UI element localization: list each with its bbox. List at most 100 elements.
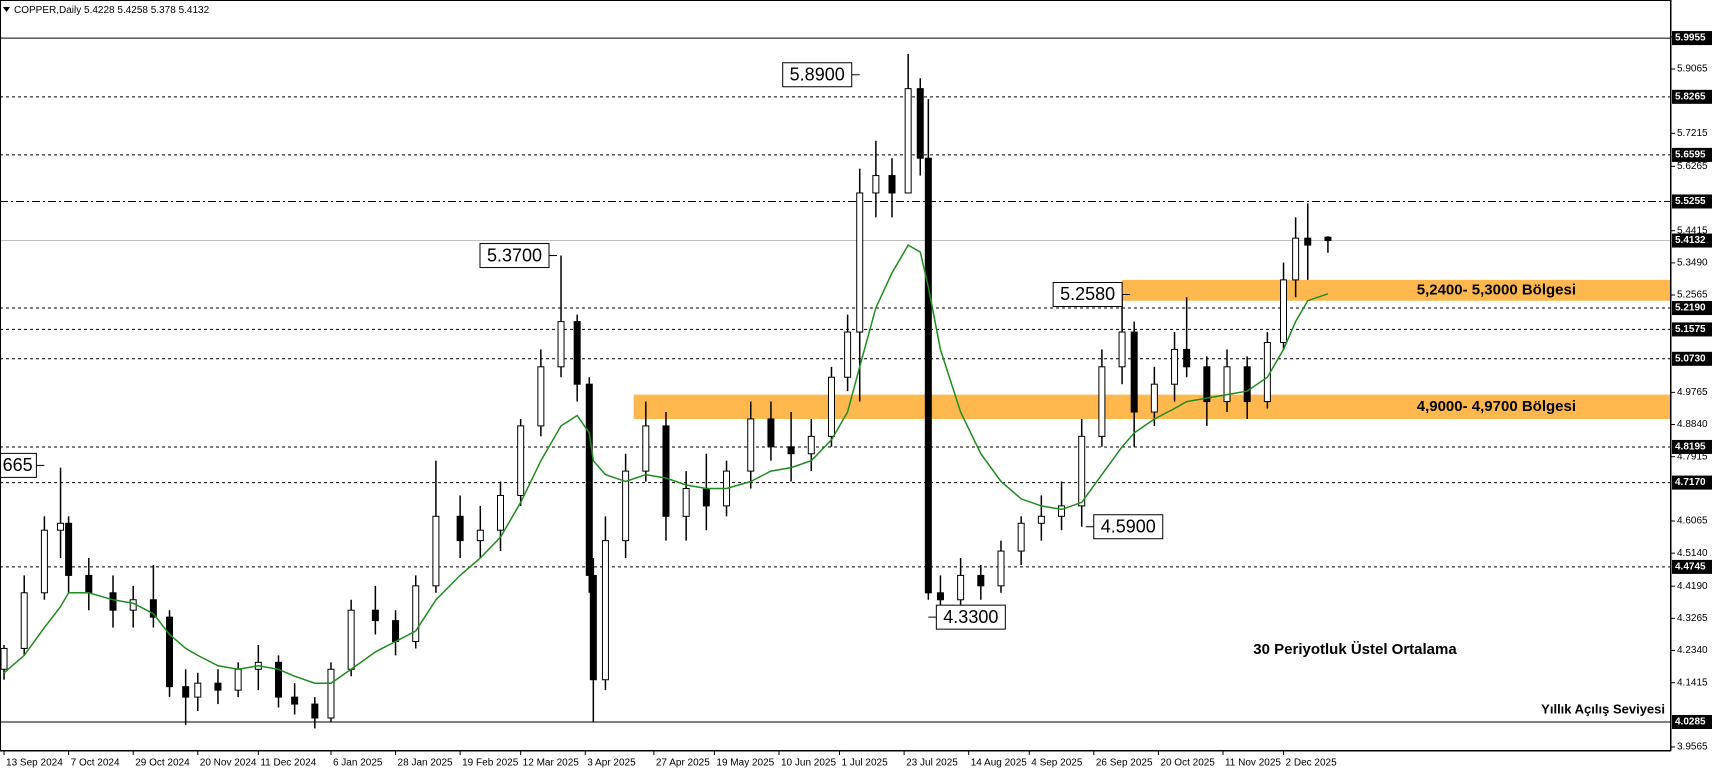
candle-body xyxy=(585,383,593,576)
candle-body xyxy=(476,529,484,542)
x-tick-label: 12 Mar 2025 xyxy=(523,758,580,769)
candle-body xyxy=(827,376,835,437)
ema-label: 30 Periyotluk Üstel Ortalama xyxy=(1253,641,1457,658)
y-tick-label: 4.5140 xyxy=(1677,548,1708,559)
x-tick-label: 1 Jul 2025 xyxy=(842,758,889,769)
candle-body xyxy=(997,550,1005,587)
candle-body xyxy=(537,366,545,427)
candle-body xyxy=(1017,522,1025,552)
annotation-box xyxy=(1093,514,1164,540)
candle-body xyxy=(371,609,379,622)
low-value: 5.378 xyxy=(151,5,176,16)
high-value: 5.4258 xyxy=(117,5,148,16)
candle-body xyxy=(20,592,28,649)
candle-body xyxy=(1037,515,1045,524)
annotation-box xyxy=(1052,281,1123,307)
level-label: 4.8195 xyxy=(1675,442,1706,453)
levels: Yıllık Açılış Seviyesi xyxy=(0,37,1671,723)
candle-body xyxy=(642,425,650,472)
y-tick-label: 5.7215 xyxy=(1677,128,1708,139)
y-tick-label: 4.8840 xyxy=(1677,419,1708,430)
level-note: Yıllık Açılış Seviyesi xyxy=(1541,701,1665,716)
candle-body xyxy=(924,157,932,594)
candle-body xyxy=(40,529,48,594)
candle-body xyxy=(1183,348,1191,368)
candle-body xyxy=(589,574,597,681)
candle-body xyxy=(1118,331,1126,368)
close-value: 5.4132 xyxy=(179,5,210,16)
y-tick-label: 5.2565 xyxy=(1677,290,1708,301)
level-label-box xyxy=(1672,89,1712,104)
symbol: COPPER,Daily xyxy=(14,5,81,16)
candle-body xyxy=(872,175,880,194)
annotation-box xyxy=(782,62,853,88)
zone-label: 5,2400- 5,3000 Bölgesi xyxy=(1417,281,1576,298)
x-tick-label: 7 Oct 2024 xyxy=(71,758,120,769)
level-label-box xyxy=(1672,475,1712,490)
candle-body xyxy=(682,487,690,517)
price-data: 30 Periyotluk Üstel Ortalama xyxy=(0,53,1457,729)
candle-body xyxy=(573,321,581,385)
candle-body xyxy=(65,522,73,576)
candle-body xyxy=(977,574,985,587)
candle-body xyxy=(0,647,8,670)
x-tick-label: 19 Feb 2025 xyxy=(462,758,519,769)
candle-body xyxy=(767,418,775,448)
current-price-label: 5.4132 xyxy=(1675,235,1706,246)
candle-body xyxy=(57,522,65,531)
candle-body xyxy=(601,540,609,681)
x-tick-label: 29 Oct 2024 xyxy=(135,758,190,769)
candle-body xyxy=(1263,341,1271,403)
candle-body xyxy=(194,682,202,698)
level-label-box xyxy=(1672,714,1712,729)
annotation-box xyxy=(935,604,1006,630)
candle-body xyxy=(1130,331,1138,413)
candle-body xyxy=(275,661,282,698)
level-label-box xyxy=(1672,31,1712,46)
open-value: 5.4228 xyxy=(84,5,115,16)
level-label-box xyxy=(1672,439,1712,454)
x-tick-label: 19 May 2025 xyxy=(716,758,774,769)
annotation-box xyxy=(479,243,550,269)
candle-body xyxy=(747,418,755,472)
candle-body xyxy=(888,175,896,194)
zones: 5,2400- 5,3000 Bölgesi 4,9000- 4,9700 Böl… xyxy=(633,279,1671,419)
candle-body xyxy=(109,592,117,611)
level-label-box xyxy=(1672,322,1712,337)
level-label-box xyxy=(1672,559,1712,574)
y-tick-label: 5.9065 xyxy=(1677,64,1708,75)
candle-body xyxy=(1203,366,1211,403)
candle-body xyxy=(904,88,912,194)
y-tick-label: 4.1415 xyxy=(1677,677,1708,688)
y-tick-label: 4.7915 xyxy=(1677,451,1708,462)
candle-body xyxy=(234,668,242,691)
ema-line xyxy=(3,244,1329,684)
level-label: 5.1575 xyxy=(1675,324,1706,335)
x-tick-label: 20 Oct 2025 xyxy=(1160,758,1215,769)
candle-body xyxy=(412,585,420,642)
y-tick-label: 5.3490 xyxy=(1677,257,1708,268)
level-label: 4.7170 xyxy=(1675,477,1706,488)
y-tick-label: 3.9565 xyxy=(1677,742,1708,753)
x-tick-label: 4 Sep 2025 xyxy=(1031,758,1083,769)
zone-label: 4,9000- 4,9700 Bölgesi xyxy=(1417,398,1576,415)
header-arrow xyxy=(3,7,10,12)
candle-body xyxy=(1304,237,1312,246)
x-tick-label: 11 Nov 2025 xyxy=(1225,758,1281,769)
candle-body xyxy=(1098,366,1106,437)
candle-body xyxy=(1171,348,1179,385)
candle-body xyxy=(327,668,335,719)
y-tick-label: 5.6265 xyxy=(1677,161,1708,172)
level-label: 4.4745 xyxy=(1675,562,1706,573)
annotations: 5.8900 5.3700 5.2580 4.5900 4.3300 665 xyxy=(0,62,1164,630)
annotation-label: 5.2580 xyxy=(1060,284,1115,304)
x-tick-label: 6 Jan 2025 xyxy=(333,758,383,769)
candle-body xyxy=(1280,279,1288,343)
current-price-label-box xyxy=(1672,233,1712,248)
x-tick-label: 10 Jun 2025 xyxy=(781,758,836,769)
y-tick-label: 4.4190 xyxy=(1677,581,1708,592)
x-tick-label: 28 Jan 2025 xyxy=(398,758,453,769)
